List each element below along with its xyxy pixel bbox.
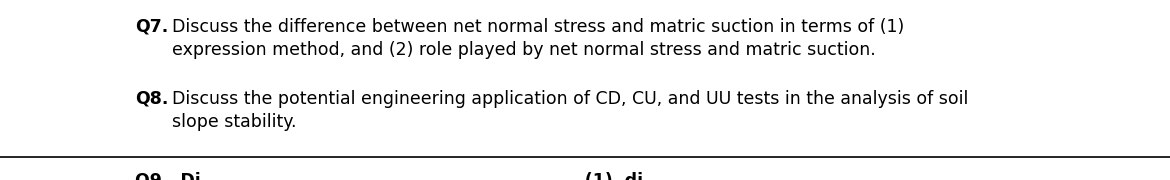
Text: Discuss the difference between net normal stress and matric suction in terms of : Discuss the difference between net norma… <box>172 18 904 59</box>
Text: Q8.: Q8. <box>135 90 168 108</box>
Text: Q9.  Di                                                                (1)  di  : Q9. Di (1) di <box>135 172 1170 180</box>
Text: Q7.: Q7. <box>135 18 168 36</box>
Text: Discuss the potential engineering application of CD, CU, and UU tests in the ana: Discuss the potential engineering applic… <box>172 90 969 131</box>
